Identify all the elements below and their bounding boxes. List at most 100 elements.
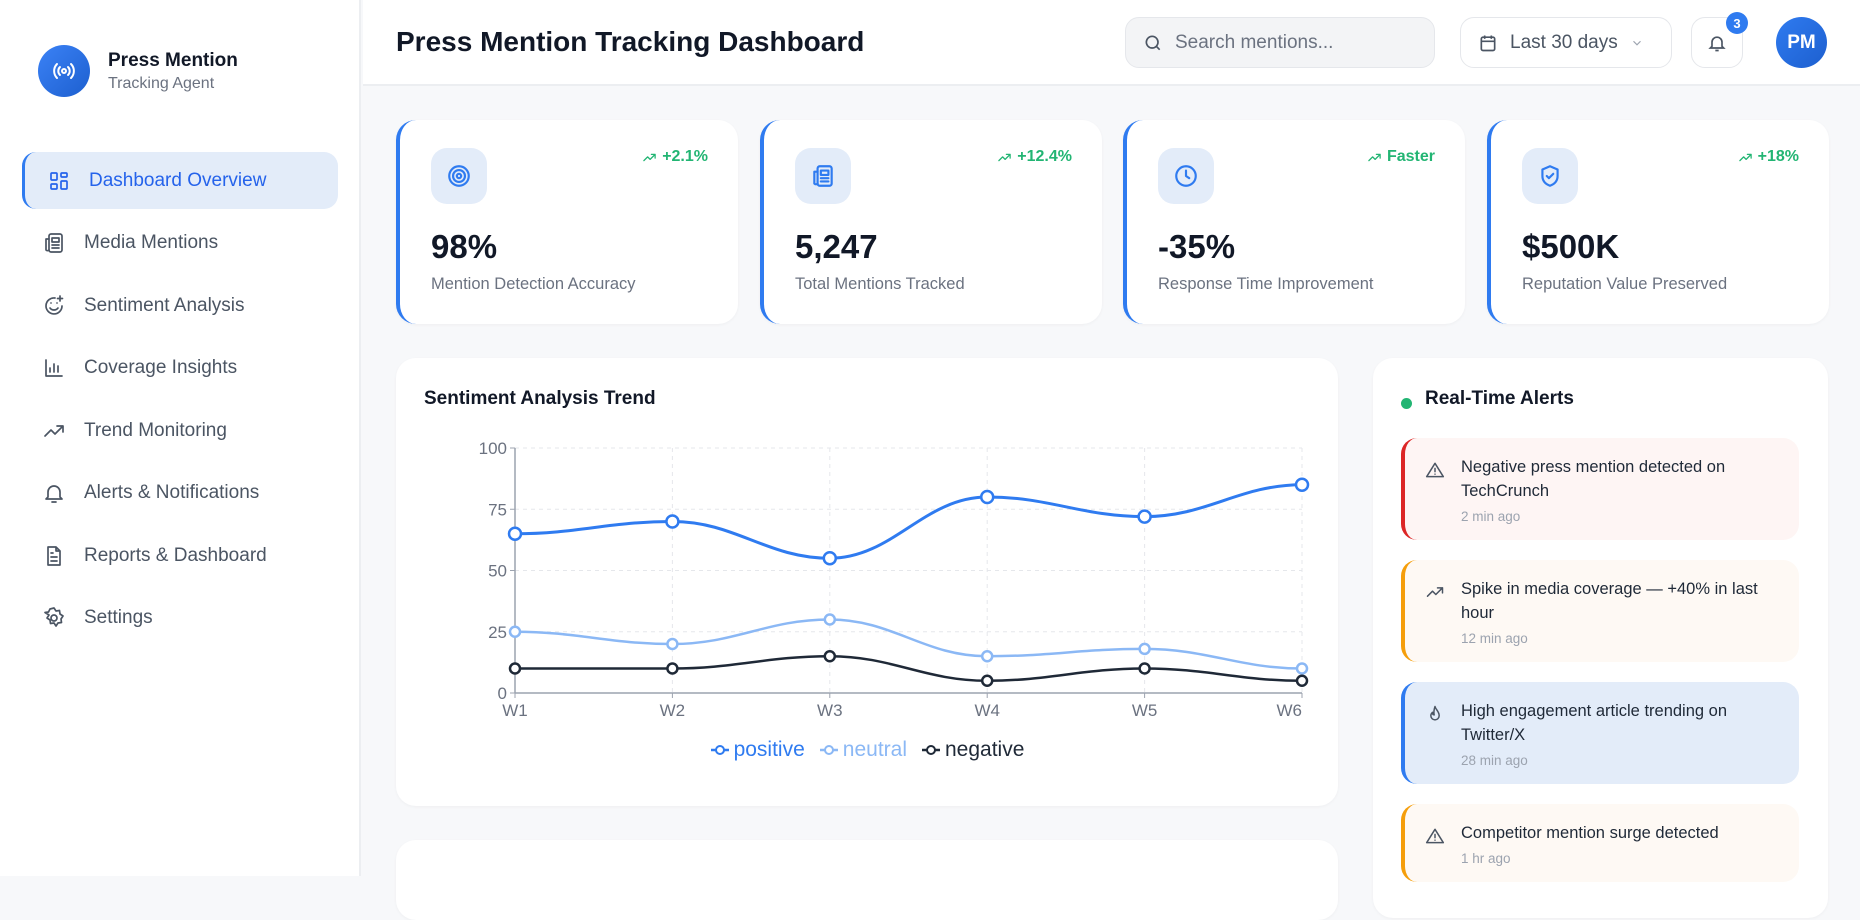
chart-title: Sentiment Analysis Trend — [424, 388, 656, 409]
data-point-positive — [1137, 509, 1152, 524]
stat-label: Total Mentions Tracked — [795, 275, 965, 293]
stat-card: Faster -35% Response Time Improvement — [1123, 120, 1465, 324]
stat-icon-box — [1522, 148, 1578, 204]
live-status-dot — [1401, 398, 1412, 409]
sidebar-item-settings[interactable]: Settings — [22, 590, 338, 647]
data-point-positive — [1294, 477, 1310, 492]
sidebar-item-alerts-notifications[interactable]: Alerts & Notifications — [22, 465, 338, 522]
stat-value: -35% — [1158, 228, 1236, 265]
stat-icon-box — [431, 148, 487, 204]
alert-item[interactable]: Competitor mention surge detected 1 hr ag… — [1401, 804, 1799, 882]
alert-time: 12 min ago — [1461, 631, 1528, 646]
x-tick-label: W2 — [660, 701, 686, 720]
header: Press Mention Tracking Dashboard Search … — [363, 0, 1860, 86]
legend-marker — [819, 745, 838, 755]
stat-change-value: +12.4% — [1017, 148, 1072, 165]
secondary-panel — [396, 840, 1338, 920]
sidebar-item-label: Sentiment Analysis — [84, 294, 245, 316]
chevron-down-icon — [1632, 40, 1641, 46]
flame-icon — [1430, 705, 1440, 721]
bell-icon — [1708, 35, 1726, 51]
data-point-negative — [508, 662, 522, 675]
smile-plus-icon — [45, 294, 64, 315]
sidebar-item-reports-dashboard[interactable]: Reports & Dashboard — [22, 527, 338, 584]
stat-icon-box — [1158, 148, 1214, 204]
data-point-negative — [1295, 674, 1309, 687]
legend-item-positive[interactable]: positive — [710, 738, 805, 762]
legend-marker — [710, 745, 729, 755]
series-line-negative — [514, 654, 1303, 683]
sidebar-item-label: Coverage Insights — [84, 357, 238, 378]
legend-item-neutral[interactable]: neutral — [819, 738, 907, 762]
alert-item[interactable]: High engagement article trending on Twit… — [1401, 682, 1799, 784]
data-point-negative — [1138, 662, 1151, 675]
data-point-positive — [822, 551, 838, 566]
notifications-button[interactable]: 3 — [1691, 12, 1748, 68]
trending-up-icon — [1738, 153, 1752, 161]
clock-icon — [1175, 165, 1197, 187]
legend-label: negative — [945, 738, 1025, 761]
stat-change: +2.1% — [642, 148, 708, 166]
stat-change: Faster — [1367, 148, 1435, 166]
stat-change-value: +18% — [1757, 148, 1799, 165]
stat-label: Mention Detection Accuracy — [431, 275, 636, 293]
sidebar-item-label: Alerts & Notifications — [84, 482, 260, 503]
stat-value: $500K — [1522, 228, 1620, 265]
y-tick-label: 75 — [488, 500, 507, 519]
alert-message: Competitor mention surge detected — [1461, 824, 1719, 842]
date-range-value: Last 30 days — [1510, 31, 1618, 53]
data-point-neutral — [823, 613, 837, 626]
sidebar-item-media-mentions[interactable]: Media Mentions — [22, 215, 338, 272]
legend-label: neutral — [842, 738, 907, 761]
sentiment-chart-panel: Sentiment Analysis Trend 0 25 50 75 100 W1 W2 W… — [396, 358, 1338, 806]
data-point-negative — [666, 662, 679, 675]
alert-item[interactable]: Spike in media coverage — +40% in last h… — [1401, 560, 1799, 662]
trending-up-icon — [1368, 153, 1381, 161]
search-icon — [1145, 35, 1161, 50]
stat-icon-box — [795, 148, 851, 204]
alert-message: High engagement article trending on Twit… — [1461, 702, 1728, 744]
sidebar: Press Mention Tracking Agent Dashboard Ov… — [0, 0, 361, 876]
series-line-neutral — [514, 618, 1303, 670]
alert-item[interactable]: Negative press mention detected on TechC… — [1401, 438, 1799, 540]
avatar[interactable]: PM — [1776, 17, 1827, 68]
sidebar-nav: Dashboard Overview Media Mentions Sentimen… — [22, 152, 338, 652]
bar-chart-icon — [45, 359, 63, 377]
date-range-select[interactable]: Last 30 days — [1460, 17, 1672, 68]
trending-up-icon — [998, 153, 1012, 161]
sidebar-item-sentiment-analysis[interactable]: Sentiment Analysis — [22, 277, 338, 334]
alert-message: Negative press mention detected on TechC… — [1461, 458, 1726, 500]
shield-check-icon — [1541, 165, 1559, 187]
data-point-positive — [507, 526, 523, 541]
sidebar-item-label: Media Mentions — [84, 232, 219, 253]
data-point-positive — [665, 514, 680, 529]
sidebar-item-trend-monitoring[interactable]: Trend Monitoring — [22, 402, 338, 459]
data-point-neutral — [980, 650, 994, 663]
alerts-title: Real-Time Alerts — [1425, 388, 1574, 409]
sentiment-chart: 0 25 50 75 100 W1 W2 W3 W4 W5 W6 — [479, 439, 1310, 720]
sidebar-item-label: Trend Monitoring — [84, 419, 227, 441]
trending-up-icon — [44, 424, 64, 437]
target-icon — [448, 165, 470, 187]
sidebar-item-coverage-insights[interactable]: Coverage Insights — [22, 340, 338, 397]
brand: Press Mention Tracking Agent — [38, 45, 238, 97]
x-tick-label: W5 — [1132, 701, 1158, 720]
search-placeholder: Search mentions... — [1175, 31, 1334, 53]
stat-label: Reputation Value Preserved — [1522, 275, 1728, 293]
alert-message: Spike in media coverage — +40% in last h… — [1461, 580, 1758, 622]
data-point-positive — [979, 489, 995, 505]
x-tick-label: W4 — [974, 701, 1000, 720]
alert-time: 28 min ago — [1461, 753, 1528, 768]
stat-card: +12.4% 5,247 Total Mentions Tracked — [760, 120, 1102, 324]
bell-icon — [45, 485, 63, 503]
sidebar-item-dashboard-overview[interactable]: Dashboard Overview — [22, 152, 338, 209]
stat-value: 5,247 — [795, 228, 878, 265]
stat-change-value: +2.1% — [662, 148, 708, 165]
search-input[interactable]: Search mentions... — [1125, 17, 1435, 68]
notification-badge: 3 — [1726, 12, 1748, 34]
legend-item-negative[interactable]: negative — [921, 738, 1024, 762]
stat-change: +18% — [1738, 148, 1799, 166]
newspaper-icon — [813, 165, 833, 187]
chart-legend: positive neutral negative — [396, 738, 1338, 762]
gear-icon — [44, 607, 64, 627]
